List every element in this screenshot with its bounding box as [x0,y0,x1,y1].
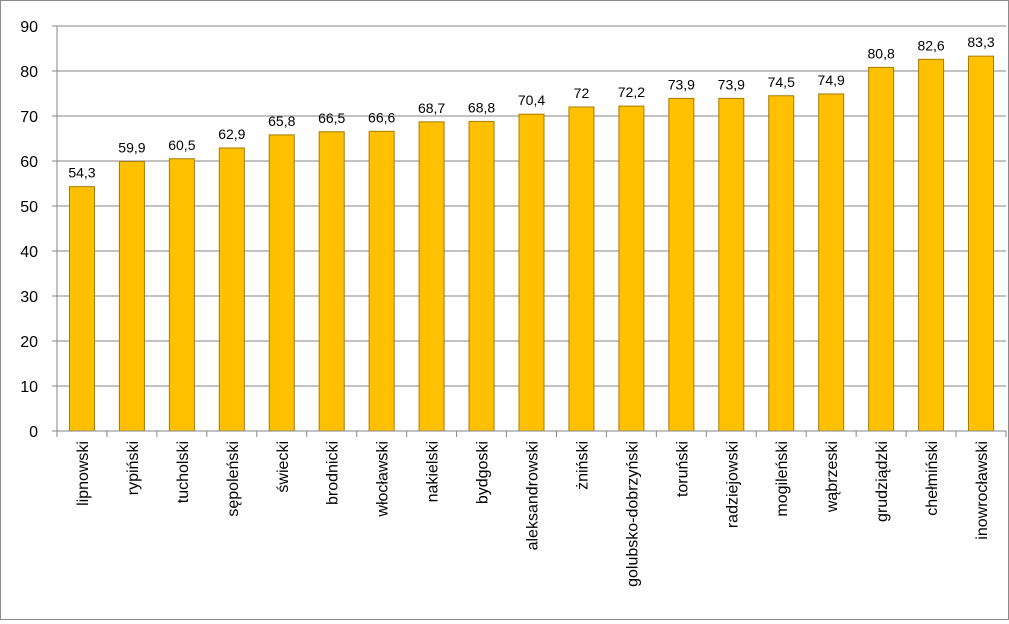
bar [818,93,845,432]
bar [868,66,895,432]
bar [268,134,295,432]
data-label: 74,9 [818,72,845,88]
data-label: 73,9 [668,76,695,92]
y-tick-label: 10 [20,379,38,396]
bar [118,160,145,432]
bar [968,55,995,432]
data-label: 70,4 [518,92,545,108]
data-label: 68,8 [468,99,495,115]
bar [468,120,495,432]
category-label: chełmiński [924,441,941,516]
category-label: rypiński [125,441,142,495]
data-label: 72,2 [618,84,645,100]
category-label: nakielski [425,441,442,502]
bar [518,113,545,432]
y-tick-label: 60 [20,154,38,171]
data-label: 82,6 [917,37,944,53]
bar [568,106,595,432]
category-label: sępoleński [225,441,242,517]
category-label: świecki [275,441,292,493]
bar [68,186,95,432]
bar [368,130,395,432]
bar [218,147,245,432]
data-label: 65,8 [268,113,295,129]
category-label: tucholski [175,441,192,503]
category-label: radziejowski [724,441,741,528]
bar [168,158,195,432]
category-label: inowrocławski [974,441,991,540]
data-label: 62,9 [218,126,245,142]
data-label: 60,5 [168,137,195,153]
category-label: lipnowski [75,441,92,506]
labels: 0 10 20 30 40 50 60 70 80 90 54,3 lipnowski 59,9 rypi… [20,19,995,587]
data-label: 66,6 [368,109,395,125]
y-tick-label: 90 [20,19,38,36]
y-tick-label: 80 [20,64,38,81]
y-tick-label: 20 [20,334,38,351]
axes [52,25,1007,437]
category-label: włocławski [375,441,392,518]
category-label: grudziądzki [874,441,891,522]
data-label: 83,3 [967,34,994,50]
bar [918,58,945,432]
data-label: 54,3 [68,165,95,181]
y-tick-label: 50 [20,199,38,216]
category-label: aleksandrowski [525,441,542,550]
bar [718,97,745,432]
y-tick-label: 0 [29,424,38,441]
category-label: bydgoski [475,441,492,504]
y-tick-label: 40 [20,244,38,261]
category-label: brodnicki [325,441,342,505]
data-label: 80,8 [868,45,895,61]
bars [68,55,995,432]
y-tick-label: 30 [20,289,38,306]
data-label: 59,9 [118,139,145,155]
data-label: 73,9 [718,76,745,92]
data-label: 74,5 [768,74,795,90]
bar [318,131,345,432]
bar [418,121,445,432]
bar [618,105,645,432]
data-label: 72 [574,85,590,101]
category-label: golubsko-dobrzyński [624,441,641,587]
data-label: 66,5 [318,110,345,126]
y-tick-label: 70 [20,109,38,126]
category-label: mogileński [774,441,791,517]
data-label: 68,7 [418,100,445,116]
category-label: żniński [574,441,591,490]
category-label: toruński [674,441,691,497]
bar [768,95,795,432]
category-label: wąbrzeski [824,441,841,513]
bar [668,97,695,432]
